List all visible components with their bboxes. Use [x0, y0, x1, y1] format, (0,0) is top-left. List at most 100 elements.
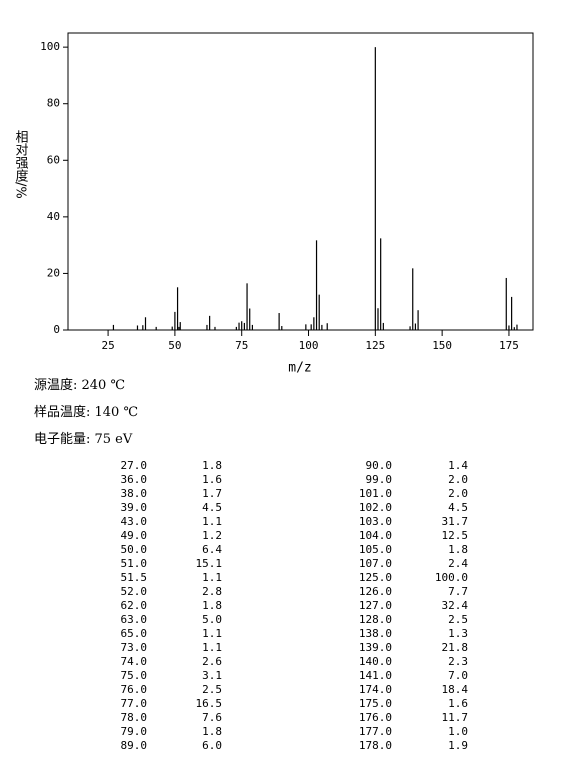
peak: [209, 315, 211, 330]
peak: [176, 287, 179, 330]
peak: [380, 238, 382, 330]
table-intensity: 1.8: [202, 599, 222, 612]
peak: [511, 296, 513, 330]
table-intensity: 2.6: [202, 655, 222, 668]
table-mz: 99.0: [366, 473, 393, 486]
table-intensity: 1.6: [202, 473, 222, 486]
table-mz: 125.0: [359, 571, 392, 584]
table-intensity: 1.1: [202, 571, 222, 584]
peak: [516, 324, 518, 330]
table-intensity: 2.5: [202, 683, 222, 696]
table-intensity: 7.7: [448, 585, 468, 598]
table-mz: 89.0: [121, 739, 148, 752]
table-intensity: 1.9: [448, 739, 468, 752]
table-mz: 128.0: [359, 613, 392, 626]
table-mz: 52.0: [121, 585, 148, 598]
y-tick-label: 80: [47, 97, 60, 110]
table-mz: 101.0: [359, 487, 392, 500]
peak: [155, 326, 157, 330]
table-intensity: 2.8: [202, 585, 222, 598]
peak: [112, 324, 115, 330]
table-intensity: 6.4: [202, 543, 222, 556]
table-intensity: 2.5: [448, 613, 468, 626]
table-intensity: 1.0: [448, 725, 468, 738]
table-intensity: 4.5: [202, 501, 222, 514]
table-mz: 77.0: [121, 697, 148, 710]
peak: [382, 322, 384, 330]
table-mz: 50.0: [121, 543, 148, 556]
table-mz: 76.0: [121, 683, 148, 696]
peak: [238, 322, 240, 330]
table-mz: 138.0: [359, 627, 392, 640]
x-tick-label: 175: [499, 339, 519, 352]
table-mz: 104.0: [359, 529, 392, 542]
table-intensity: 6.0: [202, 739, 222, 752]
peak: [214, 326, 216, 330]
note: 源温度: 240 ℃: [34, 378, 126, 393]
peak: [243, 322, 245, 330]
peak: [174, 311, 176, 330]
table-intensity: 1.1: [202, 641, 222, 654]
peak: [142, 325, 144, 330]
peak: [412, 268, 414, 330]
peak: [206, 324, 208, 330]
peak: [246, 283, 248, 330]
table-mz: 105.0: [359, 543, 392, 556]
peak: [321, 324, 323, 330]
peak: [179, 322, 181, 330]
peak: [409, 326, 411, 330]
peak: [235, 326, 237, 330]
table-intensity: 15.1: [196, 557, 223, 570]
table-mz: 178.0: [359, 739, 392, 752]
table-intensity: 2.4: [448, 557, 468, 570]
table-mz: 65.0: [121, 627, 148, 640]
x-axis-label: m/z: [288, 361, 311, 376]
peak: [305, 324, 307, 330]
table-mz: 36.0: [121, 473, 148, 486]
peak: [374, 47, 376, 331]
table-mz: 141.0: [359, 669, 392, 682]
table-mz: 51.5: [121, 571, 148, 584]
note: 电子能量: 75 eV: [34, 432, 133, 447]
peak: [278, 313, 280, 330]
peak: [178, 326, 180, 330]
table-mz: 139.0: [359, 641, 392, 654]
table-mz: 74.0: [121, 655, 148, 668]
peak: [414, 323, 417, 330]
x-tick-label: 50: [168, 339, 181, 352]
table-mz: 43.0: [121, 515, 148, 528]
table-mz: 127.0: [359, 599, 392, 612]
peak: [241, 321, 243, 330]
table-mz: 102.0: [359, 501, 392, 514]
plot-frame: [67, 32, 534, 331]
table-intensity: 7.6: [202, 711, 222, 724]
table-intensity: 1.1: [202, 627, 222, 640]
table-mz: 49.0: [121, 529, 148, 542]
peak: [171, 326, 173, 330]
table-mz: 38.0: [121, 487, 148, 500]
table-mz: 79.0: [121, 725, 148, 738]
note: 样品温度: 140 ℃: [34, 405, 139, 420]
table-mz: 63.0: [121, 613, 148, 626]
y-tick-label: 60: [47, 153, 60, 166]
table-intensity: 12.5: [442, 529, 469, 542]
table-intensity: 3.1: [202, 669, 222, 682]
peak: [136, 325, 139, 330]
y-tick-label: 100: [40, 40, 60, 53]
table-intensity: 1.3: [448, 627, 468, 640]
table-intensity: 2.0: [448, 487, 468, 500]
peak: [315, 240, 318, 330]
table-mz: 39.0: [121, 501, 148, 514]
table-intensity: 1.8: [202, 459, 222, 472]
peak: [417, 310, 419, 330]
table-intensity: 16.5: [196, 697, 223, 710]
table-mz: 75.0: [121, 669, 148, 682]
y-tick-label: 20: [47, 266, 60, 279]
peak: [313, 317, 315, 330]
x-tick-label: 75: [235, 339, 248, 352]
peak: [251, 324, 253, 330]
x-tick-label: 150: [432, 339, 452, 352]
table-intensity: 32.4: [442, 599, 469, 612]
table-mz: 140.0: [359, 655, 392, 668]
peak: [505, 277, 507, 330]
